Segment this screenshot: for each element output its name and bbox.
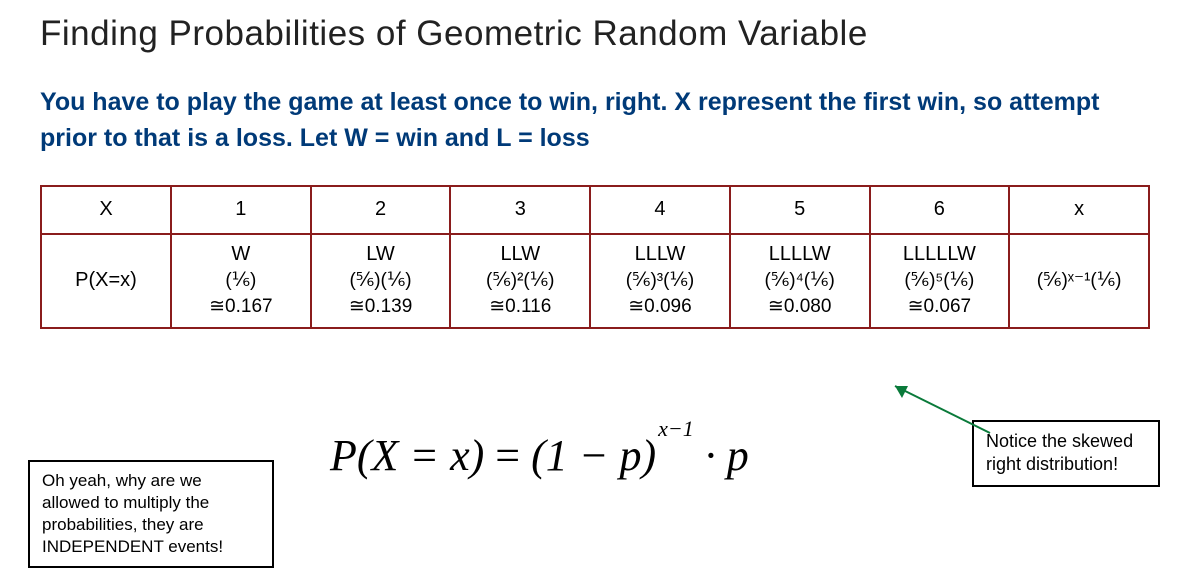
table-header-cell: 1 [171, 186, 311, 234]
cell-value: ≅0.096 [595, 294, 725, 320]
formula-lhs: P(X = x) [330, 431, 484, 480]
main-formula: P(X = x) = (1 − p)x−1 · p [330, 430, 749, 481]
cell-sequence: LLLLLW [875, 241, 1005, 268]
table-header-row: X 1 2 3 4 5 6 x [41, 186, 1149, 234]
table-general-cell: (⅚)ˣ⁻¹(⅙) [1009, 234, 1149, 328]
table-cell: LLLLLW (⅚)⁵(⅙) ≅0.067 [870, 234, 1010, 328]
cell-value: ≅0.067 [875, 294, 1005, 320]
row-label-cell: P(X=x) [41, 234, 171, 328]
cell-formula: (⅚)³(⅙) [595, 268, 725, 294]
cell-formula: (⅙) [176, 268, 306, 294]
distribution-table: X 1 2 3 4 5 6 x P(X=x) W (⅙) ≅0.167 LW (… [40, 185, 1150, 329]
cell-sequence: LW [316, 241, 446, 268]
cell-formula: (⅚)ˣ⁻¹(⅙) [1014, 268, 1144, 294]
table-header-cell: x [1009, 186, 1149, 234]
cell-formula: (⅚)⁴(⅙) [735, 268, 865, 294]
table-cell: LLW (⅚)²(⅙) ≅0.116 [450, 234, 590, 328]
table-header-cell: 2 [311, 186, 451, 234]
cell-sequence: LLW [455, 241, 585, 268]
cell-sequence: W [176, 241, 306, 268]
formula-base: (1 − p) [531, 431, 656, 480]
formula-tail: · p [694, 431, 749, 480]
table-header-cell: 4 [590, 186, 730, 234]
subtitle: You have to play the game at least once … [40, 84, 1160, 157]
table-cell: LLLLW (⅚)⁴(⅙) ≅0.080 [730, 234, 870, 328]
cell-value: ≅0.167 [176, 294, 306, 320]
slide: Finding Probabilities of Geometric Rando… [0, 0, 1200, 576]
note-skewed: Notice the skewed right distribution! [972, 420, 1160, 487]
table-cell: LW (⅚)(⅙) ≅0.139 [311, 234, 451, 328]
formula-exponent: x−1 [658, 416, 694, 441]
cell-sequence: LLLLW [735, 241, 865, 268]
cell-value: ≅0.139 [316, 294, 446, 320]
cell-formula: (⅚)⁵(⅙) [875, 268, 1005, 294]
cell-formula: (⅚)²(⅙) [455, 268, 585, 294]
cell-sequence: LLLW [595, 241, 725, 268]
table-cell: LLLW (⅚)³(⅙) ≅0.096 [590, 234, 730, 328]
page-title: Finding Probabilities of Geometric Rando… [40, 14, 1160, 54]
note-independent: Oh yeah, why are we allowed to multiply … [28, 460, 274, 568]
table-body-row: P(X=x) W (⅙) ≅0.167 LW (⅚)(⅙) ≅0.139 LLW [41, 234, 1149, 328]
table-header-cell: 5 [730, 186, 870, 234]
cell-value: ≅0.116 [455, 294, 585, 320]
table-header-cell: 6 [870, 186, 1010, 234]
table-header-cell: X [41, 186, 171, 234]
table-header-cell: 3 [450, 186, 590, 234]
table-cell: W (⅙) ≅0.167 [171, 234, 311, 328]
cell-value: ≅0.080 [735, 294, 865, 320]
cell-formula: (⅚)(⅙) [316, 268, 446, 294]
